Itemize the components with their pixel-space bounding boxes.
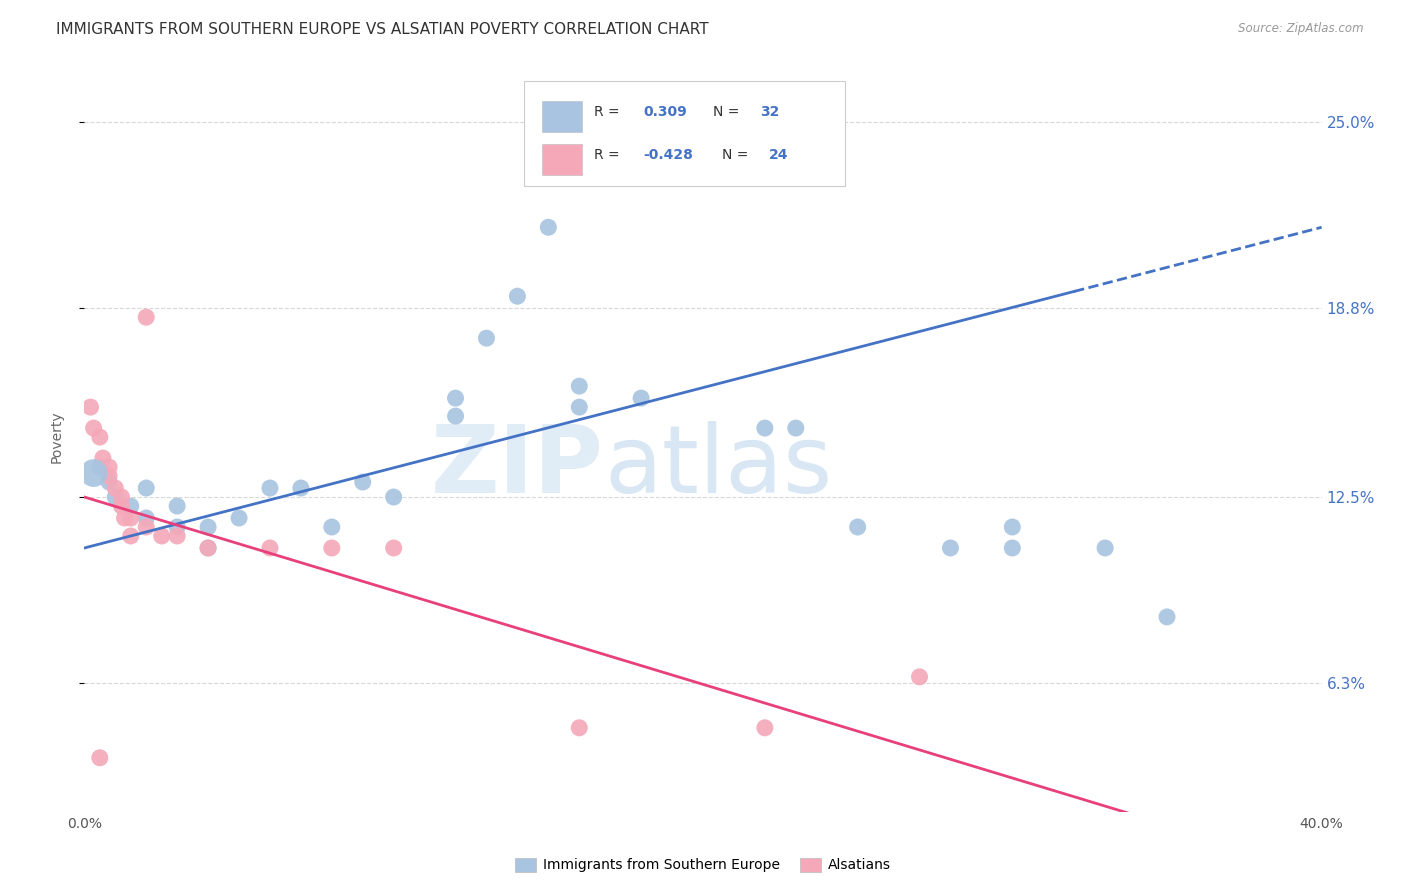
Point	[79, 400, 101, 414]
Point	[98, 460, 121, 475]
Text: IMMIGRANTS FROM SOUTHERN EUROPE VS ALSATIAN POVERTY CORRELATION CHART: IMMIGRANTS FROM SOUTHERN EUROPE VS ALSAT…	[56, 22, 709, 37]
Point	[89, 751, 111, 765]
Point	[939, 541, 962, 555]
Point	[89, 430, 111, 444]
Point	[506, 289, 529, 303]
Point	[110, 499, 132, 513]
Point	[150, 529, 173, 543]
Point	[228, 511, 250, 525]
FancyBboxPatch shape	[543, 144, 582, 176]
Point	[754, 421, 776, 435]
Point	[259, 481, 281, 495]
Point	[846, 520, 869, 534]
Point	[321, 541, 343, 555]
Text: N =: N =	[713, 105, 740, 120]
Point	[83, 466, 105, 480]
Point	[120, 511, 142, 525]
Point	[135, 520, 157, 534]
Point	[568, 721, 591, 735]
Point	[135, 511, 157, 525]
Point	[1001, 520, 1024, 534]
Point	[104, 490, 127, 504]
Point	[98, 469, 121, 483]
Point	[568, 400, 591, 414]
FancyBboxPatch shape	[543, 101, 582, 132]
Point	[321, 520, 343, 534]
Text: 0.309: 0.309	[644, 105, 688, 120]
Point	[166, 520, 188, 534]
Point	[166, 529, 188, 543]
Legend: Immigrants from Southern Europe, Alsatians: Immigrants from Southern Europe, Alsatia…	[509, 852, 897, 878]
Point	[908, 670, 931, 684]
Point	[290, 481, 312, 495]
Text: R =: R =	[595, 148, 620, 162]
Point	[259, 541, 281, 555]
Point	[382, 490, 405, 504]
Y-axis label: Poverty: Poverty	[49, 411, 63, 463]
Text: N =: N =	[721, 148, 748, 162]
Point	[120, 529, 142, 543]
Point	[568, 379, 591, 393]
Point	[1001, 541, 1024, 555]
Point	[754, 721, 776, 735]
Text: 32: 32	[759, 105, 779, 120]
Text: 24: 24	[769, 148, 789, 162]
Point	[382, 541, 405, 555]
Point	[89, 460, 111, 475]
Point	[475, 331, 498, 345]
Text: Source: ZipAtlas.com: Source: ZipAtlas.com	[1239, 22, 1364, 36]
Point	[114, 511, 136, 525]
Point	[444, 409, 467, 423]
Point	[91, 451, 114, 466]
Point	[1094, 541, 1116, 555]
Point	[197, 541, 219, 555]
Text: ZIP: ZIP	[432, 421, 605, 513]
Point	[785, 421, 807, 435]
Point	[83, 421, 105, 435]
Point	[197, 541, 219, 555]
Point	[444, 391, 467, 405]
Text: atlas: atlas	[605, 421, 832, 513]
Point	[166, 499, 188, 513]
Text: R =: R =	[595, 105, 620, 120]
Point	[197, 520, 219, 534]
Point	[120, 499, 142, 513]
Point	[1156, 610, 1178, 624]
Point	[104, 481, 127, 495]
Point	[98, 475, 121, 489]
Point	[110, 490, 132, 504]
Point	[135, 481, 157, 495]
Point	[352, 475, 374, 489]
Point	[135, 310, 157, 325]
Point	[630, 391, 652, 405]
Text: -0.428: -0.428	[644, 148, 693, 162]
FancyBboxPatch shape	[523, 81, 845, 186]
Point	[537, 220, 560, 235]
